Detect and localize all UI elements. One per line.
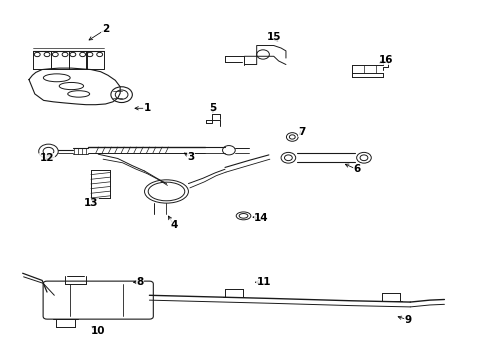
Text: 4: 4 xyxy=(170,220,177,230)
Text: 10: 10 xyxy=(91,325,105,336)
Text: 3: 3 xyxy=(187,152,194,162)
Text: 9: 9 xyxy=(404,315,410,325)
Text: 11: 11 xyxy=(256,277,271,287)
Text: 6: 6 xyxy=(352,164,360,174)
Text: 7: 7 xyxy=(298,127,305,136)
Text: 14: 14 xyxy=(254,213,268,222)
Text: 5: 5 xyxy=(209,103,216,113)
Text: 12: 12 xyxy=(40,153,54,163)
Text: 2: 2 xyxy=(102,24,109,35)
Text: 15: 15 xyxy=(266,32,281,41)
Text: 8: 8 xyxy=(136,277,143,287)
Text: 1: 1 xyxy=(143,103,150,113)
Text: 16: 16 xyxy=(378,55,392,65)
Text: 13: 13 xyxy=(83,198,98,208)
